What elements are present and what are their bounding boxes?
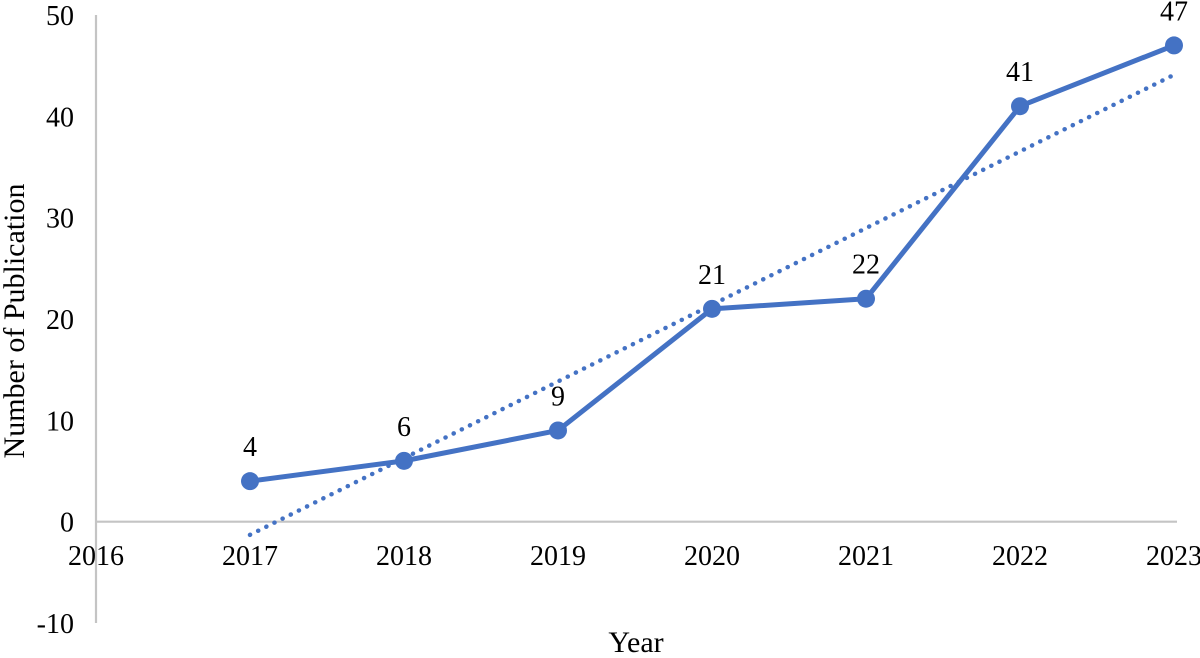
data-point-label: 21: [698, 260, 726, 291]
data-point-label: 22: [852, 250, 880, 281]
y-axis-title: Number of Publication: [0, 184, 31, 459]
data-point-marker: [241, 472, 259, 491]
x-tick-label: 2019: [530, 541, 586, 572]
data-point-label: 4: [243, 432, 257, 463]
y-tick-label: 50: [46, 1, 74, 32]
x-tick-label: 2018: [376, 541, 432, 572]
data-point-marker: [395, 451, 413, 470]
x-tick-label: 2022: [992, 541, 1048, 572]
x-tick-label: 2016: [68, 541, 124, 572]
data-point-label: 41: [1006, 57, 1034, 88]
data-point-marker: [1165, 36, 1183, 55]
x-tick-label: 2017: [222, 541, 278, 572]
chart-generated-layer: 50 40 30 20 10 0 -10 2016 2017 2018 2019 2020 2021 20…: [37, 0, 1200, 640]
x-tick-label: 2021: [838, 541, 894, 572]
data-point-marker: [857, 289, 875, 308]
data-point-marker: [549, 421, 567, 440]
y-tick-label: 30: [46, 204, 74, 235]
y-tick-label: 10: [46, 406, 74, 437]
x-axis-title: Year: [608, 626, 663, 658]
x-tick-label: 2023: [1146, 541, 1200, 572]
data-point-label: 6: [397, 412, 411, 443]
data-point-label: 47: [1160, 0, 1188, 27]
y-tick-label: 40: [46, 102, 74, 133]
data-point-marker: [1011, 97, 1029, 116]
data-point-label: 9: [551, 381, 565, 412]
y-tick-label: -10: [37, 609, 74, 640]
data-point-marker: [703, 299, 721, 318]
y-tick-label: 20: [46, 305, 74, 336]
y-tick-label: 0: [60, 508, 74, 539]
x-tick-label: 2020: [684, 541, 740, 572]
